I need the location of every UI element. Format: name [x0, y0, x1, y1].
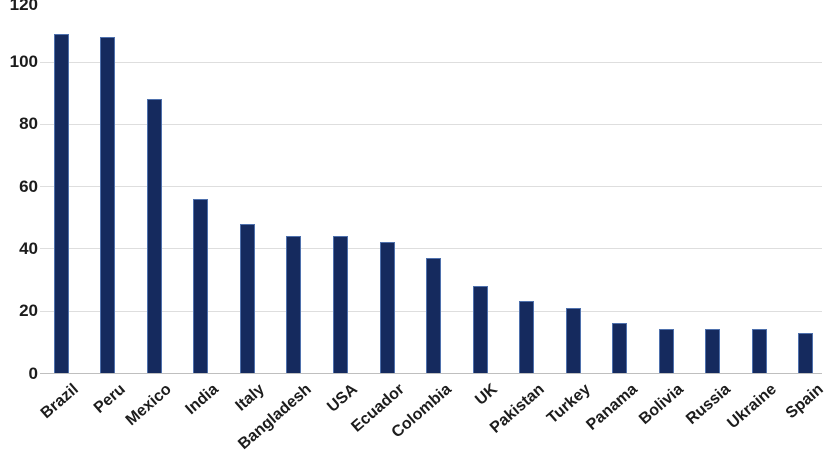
- y-axis-tick-label: 0: [28, 363, 38, 383]
- bar-ukraine: [751, 329, 767, 373]
- bar-peru: [100, 36, 116, 373]
- y-axis-tick-label: 120: [9, 0, 38, 14]
- y-axis-tick-label: 100: [9, 52, 38, 71]
- bar-panama: [612, 323, 628, 373]
- x-axis-line: [40, 373, 822, 374]
- bar-turkey: [565, 307, 581, 373]
- y-axis-tick-label: 40: [19, 238, 38, 258]
- gridline-100: [40, 61, 822, 63]
- y-axis-tick-label: 20: [19, 301, 38, 321]
- bar-colombia: [426, 257, 441, 373]
- bar-pakistan: [519, 301, 535, 373]
- y-axis-tick-label: 80: [19, 114, 38, 134]
- bar-mexico: [146, 98, 162, 373]
- bar-india: [193, 198, 209, 373]
- bar-ecuador: [379, 242, 395, 373]
- bar-brazil: [53, 33, 69, 373]
- bar-bangladesh: [286, 235, 302, 373]
- bar-italy: [239, 223, 255, 373]
- bar-russia: [705, 329, 721, 373]
- bar-spain: [798, 332, 814, 373]
- bar-bolivia: [658, 329, 674, 373]
- bar-uk: [472, 285, 488, 373]
- bar-usa: [332, 235, 348, 373]
- y-axis-tick-label: 60: [19, 176, 38, 196]
